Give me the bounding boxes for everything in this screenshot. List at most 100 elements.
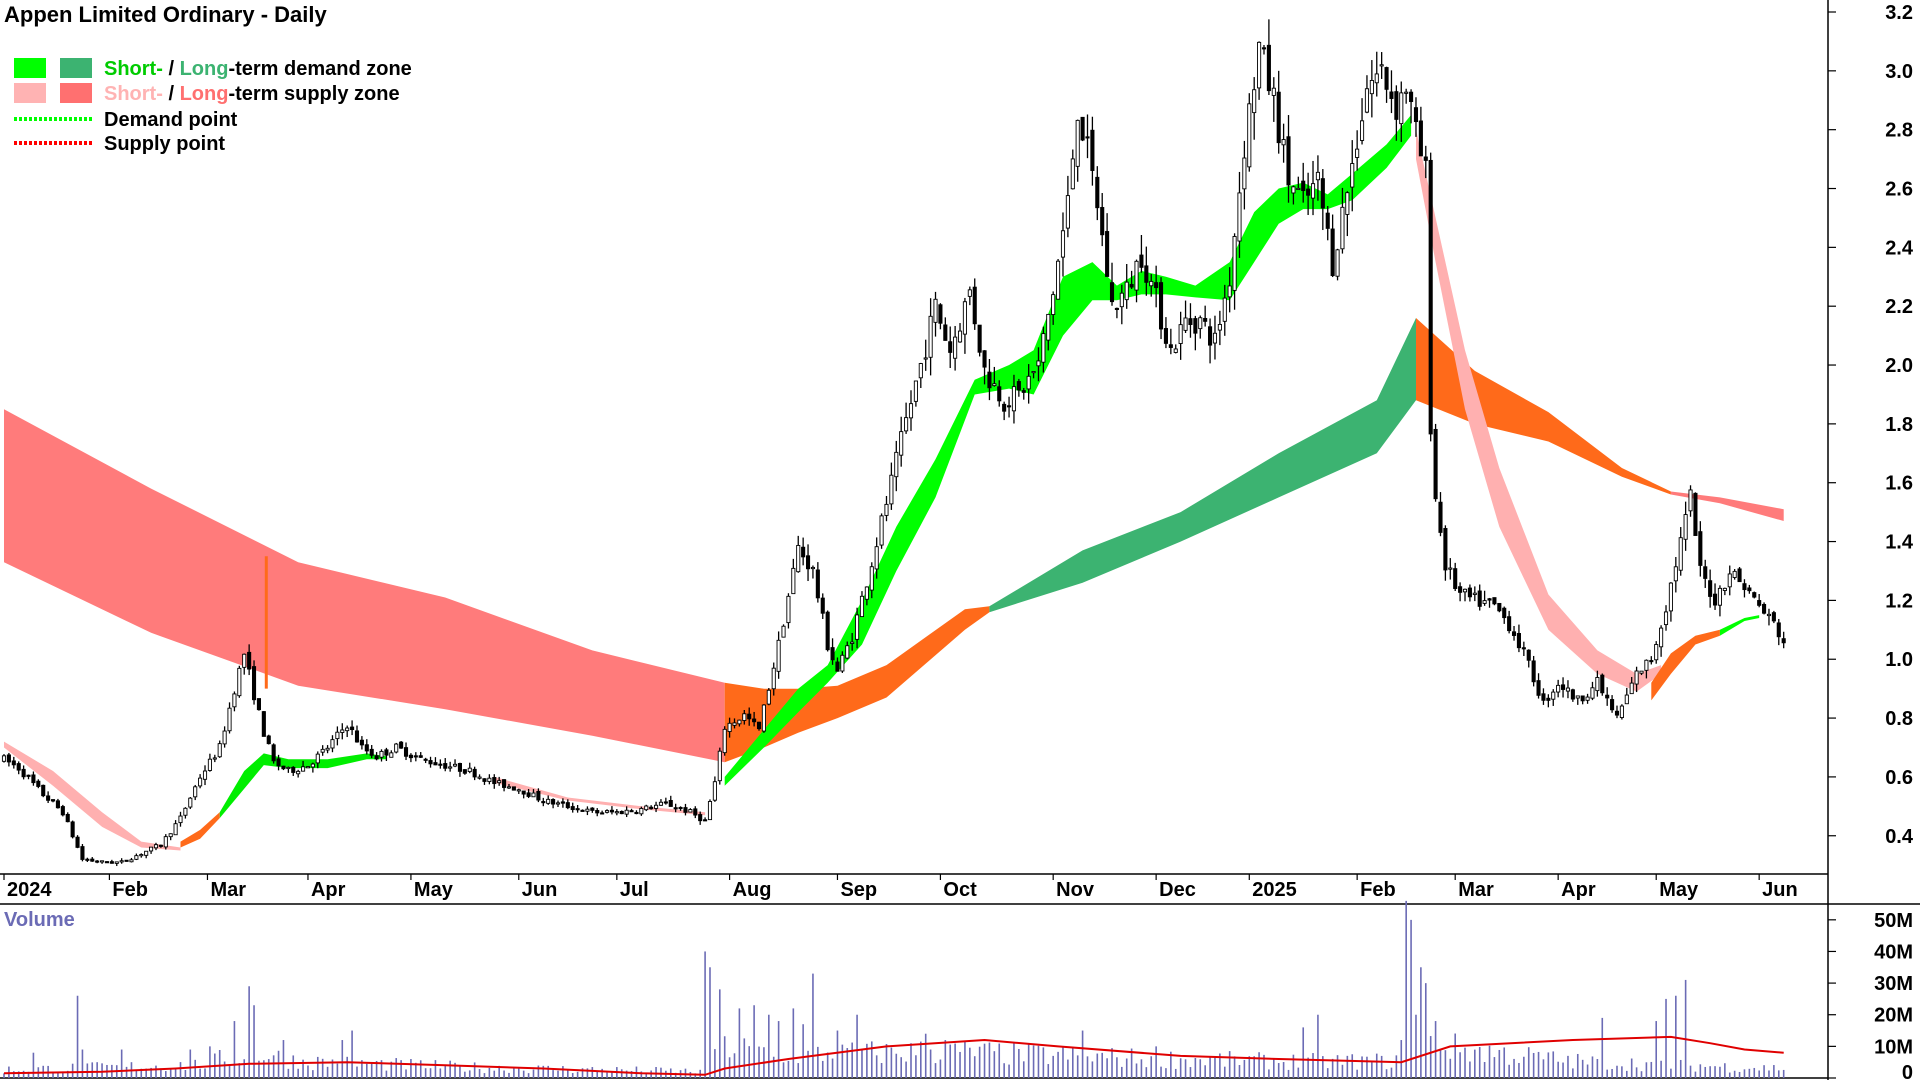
candle-body [1629, 682, 1634, 695]
zone-band-long-term-supply-zone [4, 409, 725, 763]
legend-demand-short: Short- [104, 58, 163, 80]
candle [1541, 688, 1546, 705]
candle [364, 739, 369, 755]
candle-body [1752, 592, 1757, 598]
candle-body [766, 689, 771, 705]
candle [60, 804, 65, 817]
candle [232, 691, 237, 712]
candle-body [546, 798, 551, 804]
candle [850, 632, 855, 651]
candle [384, 747, 389, 762]
candle-body [1438, 501, 1443, 533]
candle-body [1683, 514, 1688, 540]
legend-demand-long: Long [180, 58, 229, 80]
candle-body [1203, 317, 1208, 322]
candle [1036, 347, 1041, 382]
candle [1556, 679, 1561, 698]
candle [972, 278, 977, 330]
candle-body [913, 380, 918, 402]
candle [1712, 583, 1718, 610]
candle [1649, 656, 1654, 665]
candle-body [1482, 600, 1487, 604]
candle [864, 586, 869, 606]
candle-body [1585, 696, 1590, 701]
candle [889, 462, 894, 510]
candle [953, 325, 958, 371]
candle-body [1105, 231, 1110, 277]
candle-body [1678, 537, 1683, 571]
candle [555, 800, 561, 807]
candle-body [1139, 254, 1144, 268]
candle [1624, 687, 1629, 705]
x-tick-label: Aug [733, 879, 772, 901]
candle-body [1007, 405, 1012, 408]
candle-body [943, 324, 948, 341]
candle-body [100, 860, 105, 863]
candle-body [894, 451, 899, 478]
candle-body [1644, 659, 1649, 671]
candle [1212, 315, 1218, 360]
candle-body [1776, 622, 1781, 638]
candle [1561, 677, 1566, 698]
candle [1776, 618, 1781, 646]
legend-swatch-long-demand [60, 58, 92, 78]
candle [1639, 670, 1644, 676]
candle [124, 859, 129, 862]
candle [1698, 521, 1703, 577]
candle-body [1315, 171, 1320, 181]
candle-body [50, 799, 56, 802]
candle [1355, 130, 1360, 171]
candle [1315, 155, 1320, 201]
candle [21, 765, 26, 780]
candle-body [1703, 566, 1708, 579]
candle [1257, 41, 1262, 100]
candle [933, 291, 938, 337]
candle-body [1124, 281, 1129, 301]
candle-body [1698, 531, 1703, 566]
x-tick-label: Mar [1458, 879, 1494, 901]
candle-body [183, 807, 188, 816]
price-y-tick-label: 3.2 [1885, 2, 1913, 24]
candle-body [967, 289, 972, 297]
candle-body [149, 846, 154, 852]
candle [894, 440, 899, 492]
candle [1654, 641, 1659, 664]
candle [345, 725, 350, 738]
candle-body [1467, 587, 1472, 598]
candle [1595, 670, 1600, 697]
candle-body [899, 431, 904, 456]
candle-body [423, 758, 428, 761]
candle [1453, 562, 1458, 591]
candle [737, 719, 742, 727]
candle [1663, 605, 1669, 631]
candle [673, 803, 678, 813]
candle-body [251, 666, 257, 701]
candle [904, 402, 909, 434]
candle [173, 820, 178, 836]
candle-body [820, 597, 825, 614]
candle [472, 766, 477, 781]
candle-body [756, 721, 762, 730]
candle [85, 857, 90, 862]
candle [1163, 317, 1168, 349]
candle-body [266, 735, 271, 745]
candle-body [80, 846, 85, 860]
candle [1056, 259, 1061, 300]
candle [1124, 264, 1129, 309]
candle [580, 809, 585, 812]
candle [1350, 140, 1355, 212]
candle [815, 562, 820, 603]
candle [163, 834, 168, 850]
candle [869, 562, 874, 599]
candle-body [452, 763, 458, 767]
candle-body [286, 766, 291, 770]
candle-body [855, 614, 860, 640]
candle [1217, 310, 1222, 346]
candle [551, 798, 556, 809]
x-tick-label: Oct [943, 879, 977, 901]
candle-body [668, 799, 673, 807]
candle [212, 754, 217, 763]
candle-body [354, 730, 360, 743]
candle-body [1222, 297, 1227, 322]
